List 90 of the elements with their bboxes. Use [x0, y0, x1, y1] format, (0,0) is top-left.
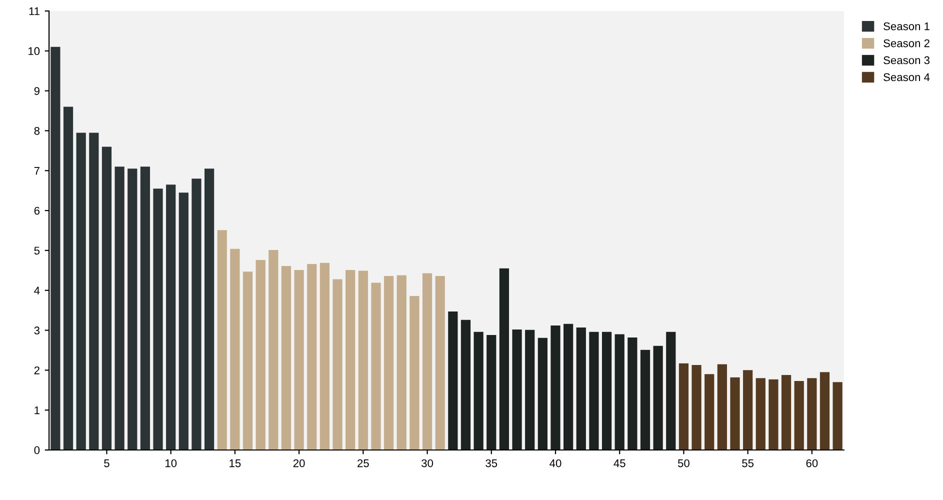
bar	[640, 350, 650, 450]
x-tick-label: 60	[806, 459, 818, 468]
bar	[166, 184, 176, 450]
bar	[678, 363, 689, 450]
x-tick-label: 30	[422, 459, 434, 468]
bar	[307, 264, 317, 450]
legend-label: Season 2	[884, 39, 930, 48]
y-tick-label: 6	[34, 206, 40, 215]
bar	[756, 378, 766, 450]
bar	[256, 260, 266, 450]
bar	[140, 166, 150, 450]
y-tick-label: 2	[34, 366, 40, 374]
bar	[178, 192, 188, 450]
bar	[768, 379, 778, 450]
bar	[781, 374, 792, 450]
x-tick-label: 45	[614, 459, 626, 468]
bar	[692, 364, 702, 450]
bar	[230, 248, 240, 450]
y-tick-label: 10	[28, 47, 40, 56]
x-tick-label: 5	[104, 459, 110, 468]
bar	[794, 380, 804, 450]
bar	[242, 272, 253, 450]
bar	[50, 46, 60, 450]
y-tick-label: 3	[34, 326, 40, 334]
bar	[89, 132, 99, 450]
bar	[576, 327, 586, 450]
bar	[153, 188, 163, 450]
bar	[358, 270, 368, 450]
bar	[628, 337, 638, 450]
bar	[564, 324, 574, 450]
bar	[114, 166, 124, 450]
y-tick-label: 11	[29, 7, 40, 16]
bar	[589, 332, 599, 450]
x-tick-label: 15	[230, 459, 241, 468]
x-tick-label: 35	[486, 459, 498, 468]
bar	[435, 276, 445, 450]
bar	[550, 325, 560, 450]
x-tick-label: 25	[358, 459, 369, 468]
legend-label: Season 1	[884, 22, 930, 30]
bar	[820, 372, 830, 450]
bar	[371, 282, 381, 450]
bar	[204, 168, 214, 450]
bar	[63, 106, 74, 450]
bar	[743, 370, 753, 450]
bar	[192, 178, 202, 450]
bar	[294, 270, 304, 450]
x-tick-label: 55	[742, 459, 754, 468]
bar	[102, 146, 112, 450]
bar	[614, 334, 624, 450]
bar	[410, 296, 420, 450]
bar	[602, 332, 612, 450]
bar	[128, 168, 138, 450]
y-tick-label: 9	[34, 87, 40, 95]
bar	[730, 377, 740, 450]
y-tick-label: 5	[34, 246, 40, 255]
bar	[346, 270, 356, 450]
legend-label: Season 4	[884, 73, 930, 82]
x-tick-label: 20	[293, 459, 305, 468]
bar	[422, 273, 432, 450]
bar	[486, 335, 496, 450]
bar	[704, 374, 714, 450]
bar	[717, 364, 727, 450]
bar	[332, 279, 342, 450]
y-tick-label: 4	[34, 286, 40, 294]
bar	[268, 250, 278, 450]
y-tick-label: 7	[34, 167, 40, 175]
y-tick-label: 1	[34, 406, 40, 414]
bar	[396, 275, 406, 450]
x-tick-label: 40	[550, 459, 562, 468]
y-tick-label: 8	[34, 126, 40, 135]
x-tick-label: 10	[166, 459, 177, 468]
bar	[512, 329, 522, 450]
bar	[217, 230, 227, 450]
bar	[460, 320, 471, 450]
bar	[499, 268, 510, 450]
bar	[281, 266, 292, 450]
bar	[538, 338, 548, 450]
bar	[448, 312, 458, 450]
bar	[807, 378, 817, 450]
bar	[832, 382, 842, 450]
legend-label: Season 3	[884, 56, 930, 64]
bar	[666, 332, 676, 450]
bar	[525, 330, 535, 450]
bar	[653, 346, 663, 450]
bar	[474, 332, 484, 450]
bar	[320, 262, 330, 450]
bar	[384, 276, 394, 450]
y-tick-label: 0	[34, 446, 40, 454]
bar	[76, 132, 86, 450]
x-tick-label: 50	[678, 459, 690, 468]
